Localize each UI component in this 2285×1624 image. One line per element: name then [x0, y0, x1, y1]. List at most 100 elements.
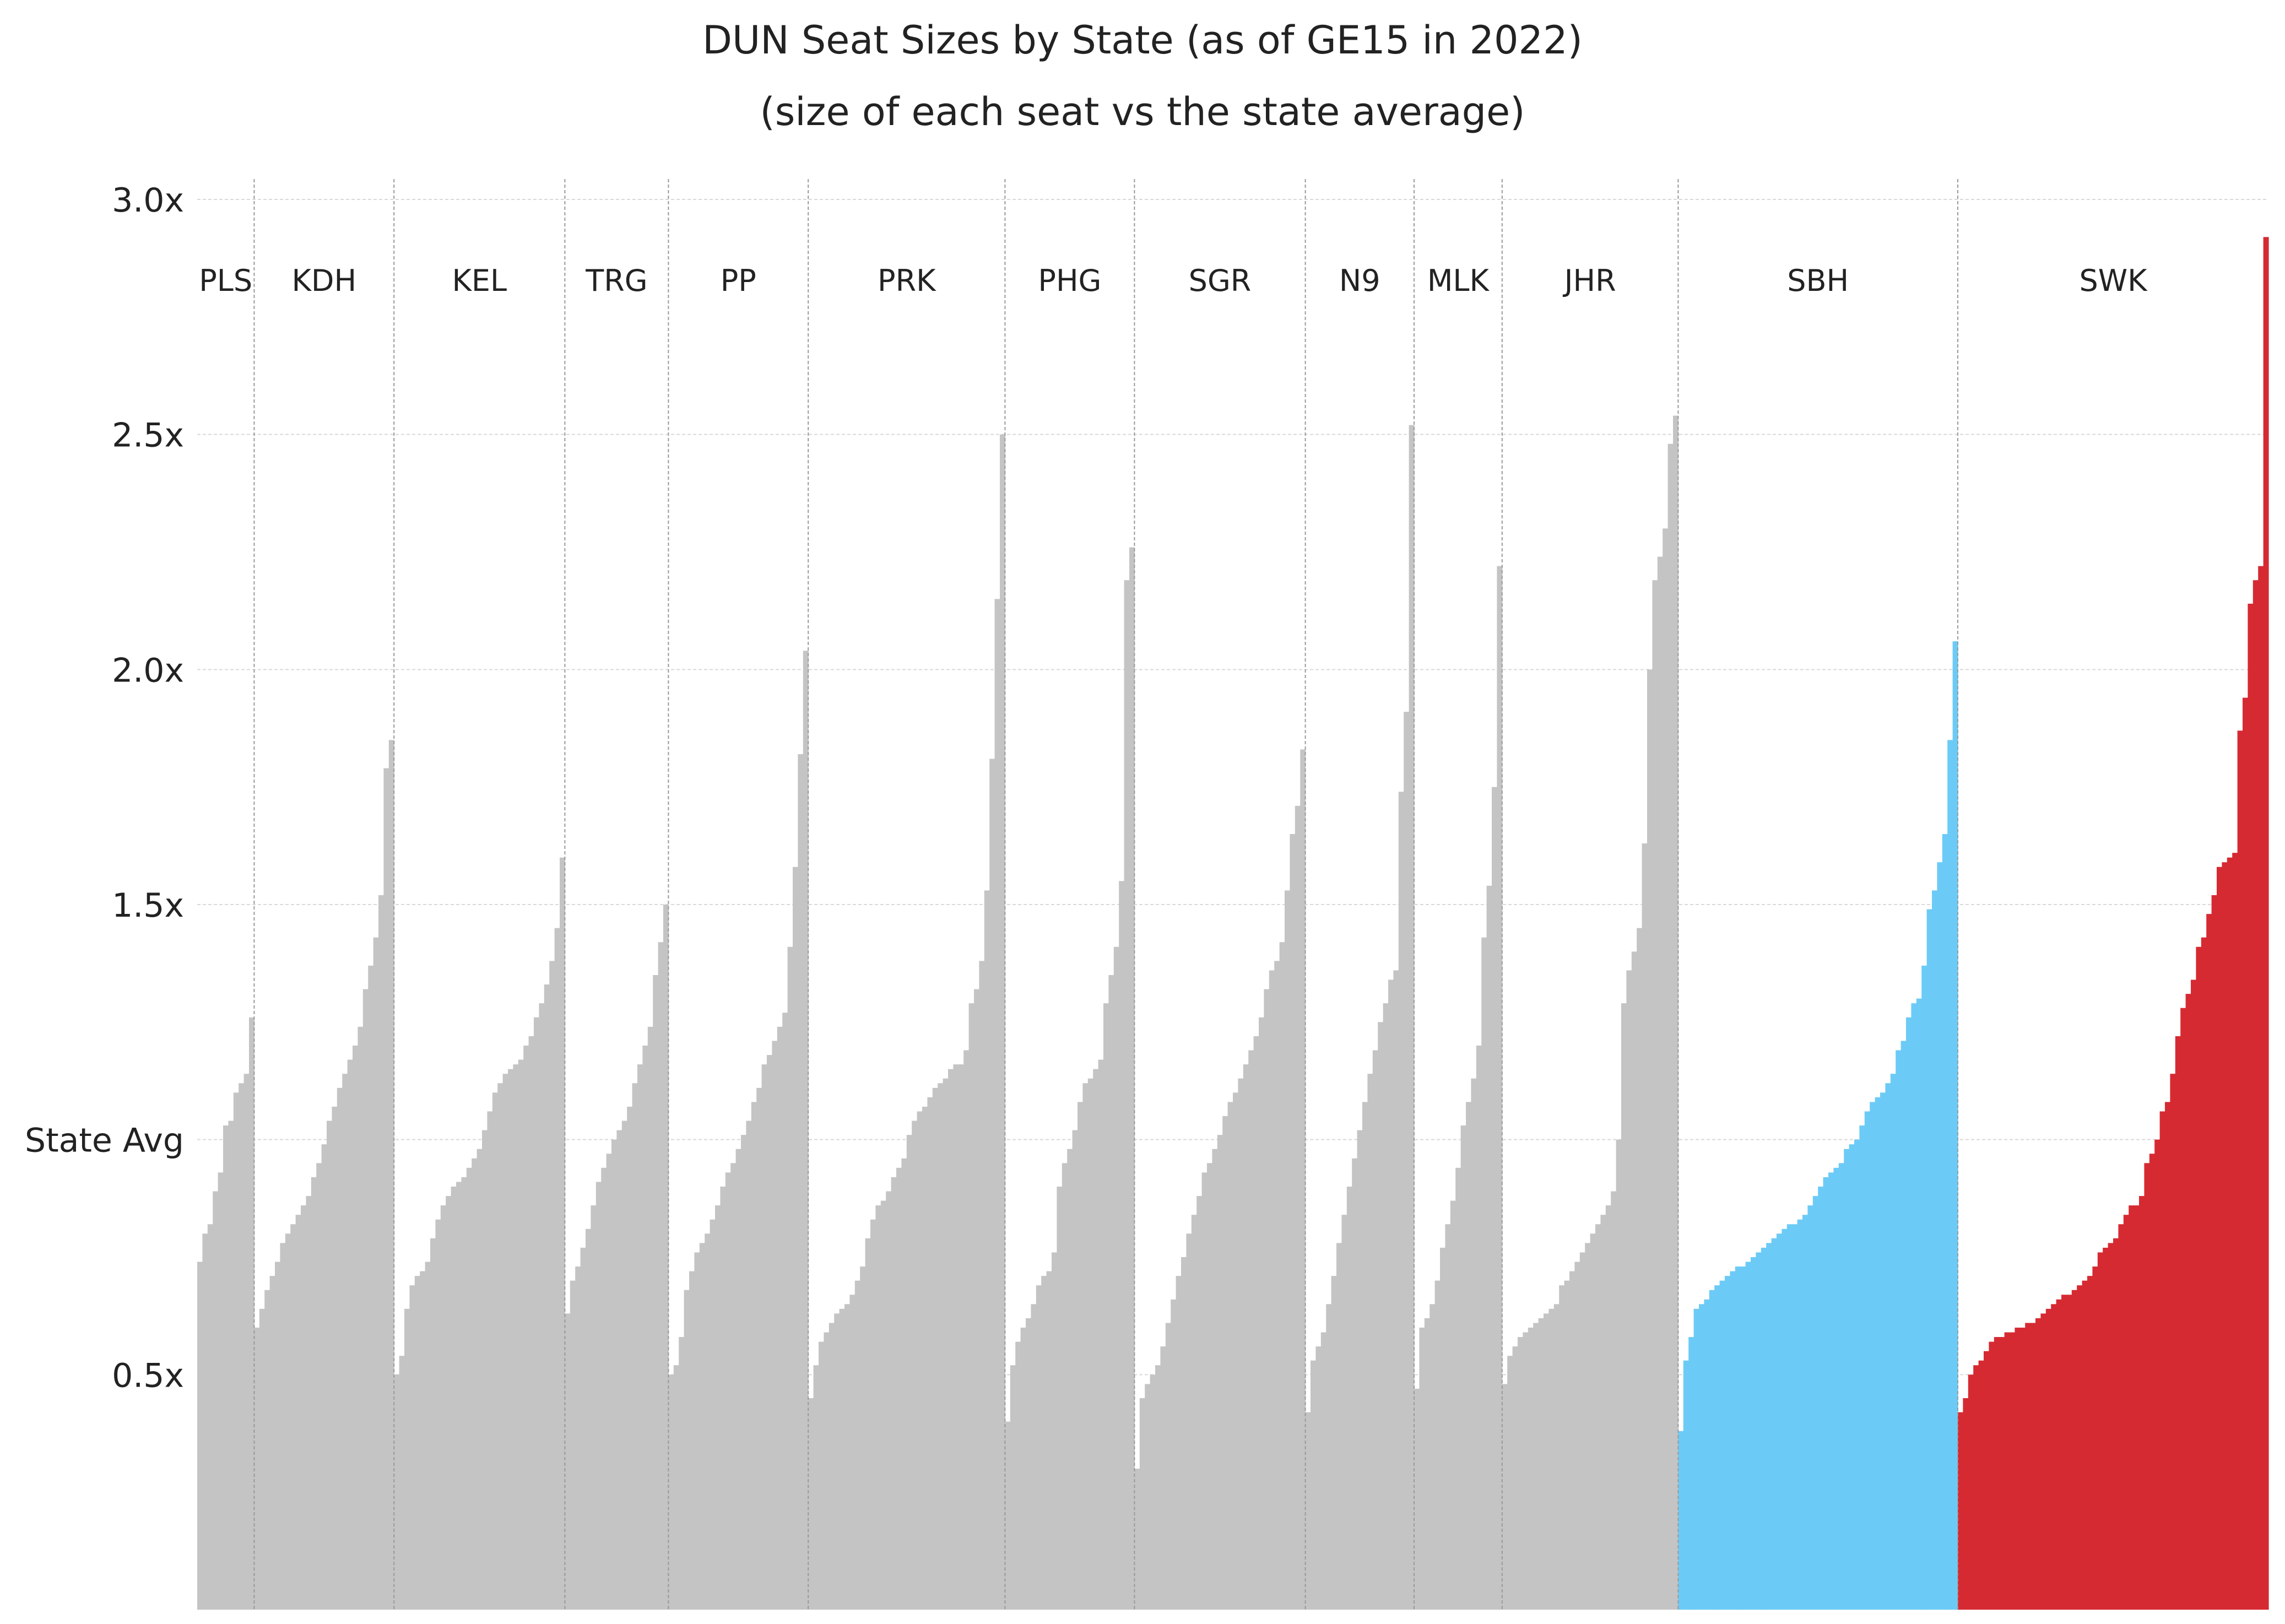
seat-bar: [1341, 1215, 1347, 1610]
seat-bar: [1947, 740, 1953, 1610]
seat-bar: [854, 1280, 860, 1610]
seat-bar: [1544, 1313, 1549, 1610]
seat-bar: [917, 1111, 923, 1610]
seat-bar: [1600, 1215, 1606, 1610]
seat-bar: [860, 1266, 866, 1610]
seat-bar: [1663, 528, 1669, 1610]
seat-bar: [767, 1055, 772, 1610]
seat-bar: [528, 1036, 534, 1610]
seat-bar: [1259, 1017, 1264, 1610]
seat-bar: [741, 1135, 746, 1610]
seat-bar: [725, 1172, 731, 1610]
seat-bar: [342, 1074, 348, 1610]
seat-bar: [207, 1224, 213, 1610]
seat-bar: [1455, 1167, 1461, 1610]
seat-bar: [1201, 1172, 1208, 1610]
seat-bar: [1217, 1135, 1223, 1610]
seat-bar: [642, 1046, 648, 1610]
seat-bar: [539, 1003, 545, 1610]
seat-bar: [880, 1200, 886, 1610]
seat-bar: [446, 1196, 452, 1610]
seat-bar: [1150, 1374, 1156, 1610]
seat-bar: [1352, 1158, 1358, 1610]
seat-bar: [1372, 1050, 1378, 1610]
seat-bar: [1725, 1276, 1730, 1610]
seat-bar: [1590, 1233, 1596, 1610]
seat-bar: [1181, 1257, 1187, 1610]
seat-bar: [1031, 1304, 1037, 1610]
y-tick-label: 0.5x: [112, 1356, 184, 1395]
seat-bar: [353, 1046, 358, 1610]
seat-bar: [2092, 1266, 2098, 1610]
seat-bar: [1621, 1003, 1627, 1610]
seat-bar: [746, 1120, 752, 1610]
seat-bar: [2015, 1328, 2021, 1610]
seat-bar: [932, 1087, 938, 1610]
seat-bar: [658, 942, 664, 1610]
seat-bar: [290, 1224, 296, 1610]
seat-bar: [839, 1308, 845, 1610]
seat-bar: [1015, 1341, 1021, 1610]
seat-bar: [953, 1064, 959, 1610]
seat-bar: [647, 1026, 653, 1610]
state-label: SBH: [1787, 263, 1849, 298]
seat-bar: [1404, 712, 1410, 1610]
seat-bar: [508, 1069, 513, 1610]
seat-bar: [1087, 1078, 1093, 1610]
seat-bar: [1978, 1360, 1984, 1610]
seat-bar: [1777, 1233, 1782, 1610]
seat-bar: [673, 1365, 679, 1610]
seat-bar: [705, 1233, 711, 1610]
seat-bar: [1885, 1083, 1891, 1610]
seat-bar: [870, 1219, 876, 1610]
seat-bar: [1548, 1308, 1555, 1610]
seat-bar: [1145, 1384, 1151, 1610]
seat-bar: [1430, 1304, 1436, 1610]
seat-bar: [1875, 1097, 1881, 1610]
seat-bar: [943, 1078, 949, 1610]
seat-bar: [2061, 1295, 2067, 1610]
seat-bar: [1269, 970, 1275, 1610]
seat-bar: [2185, 994, 2191, 1610]
seat-bar: [321, 1144, 327, 1610]
seat-bar: [1823, 1177, 1829, 1610]
seat-bar: [1233, 1092, 1238, 1610]
seat-bar: [829, 1323, 835, 1610]
seat-bar: [1523, 1332, 1529, 1610]
seat-bar: [1756, 1252, 1762, 1610]
seat-bar: [1253, 1036, 1259, 1610]
seat-bar: [653, 975, 659, 1610]
seat-bar: [2237, 730, 2243, 1610]
state-labels: PLS KDH KEL TRG PP PRK PHG SGR N9 MLK JHR SBH SWK: [199, 263, 2148, 298]
seat-bar: [1238, 1078, 1244, 1610]
seat-bar: [228, 1120, 234, 1610]
seat-bar: [1626, 970, 1632, 1610]
seat-bar: [761, 1064, 767, 1610]
seat-bar: [1844, 1149, 1850, 1610]
seat-bar: [544, 984, 550, 1610]
seat-bar: [2045, 1308, 2051, 1610]
seat-bar: [1807, 1205, 1813, 1610]
seat-bar: [1113, 946, 1119, 1610]
seat-bar: [2118, 1224, 2124, 1610]
seat-bar: [2243, 697, 2248, 1610]
seat-bar: [243, 1074, 250, 1610]
seat-bar: [1057, 1187, 1063, 1610]
seat-bar: [1958, 1412, 1963, 1610]
seat-bar: [1699, 1304, 1704, 1610]
seat-bar: [886, 1191, 892, 1610]
seat-bar: [1859, 1125, 1865, 1610]
seat-bar: [2227, 857, 2233, 1610]
seat-bar: [420, 1271, 426, 1610]
seat-bar: [621, 1120, 627, 1610]
seat-bar: [1486, 885, 1492, 1610]
seat-bar: [684, 1290, 690, 1610]
seat-bar: [2211, 895, 2217, 1610]
seat-bar: [1414, 1388, 1420, 1610]
seat-bar: [1160, 1346, 1166, 1610]
seat-bar: [1952, 641, 1958, 1610]
seat-bar: [1605, 1205, 1611, 1610]
seat-bar: [679, 1337, 685, 1610]
seat-bar: [1611, 1191, 1617, 1610]
